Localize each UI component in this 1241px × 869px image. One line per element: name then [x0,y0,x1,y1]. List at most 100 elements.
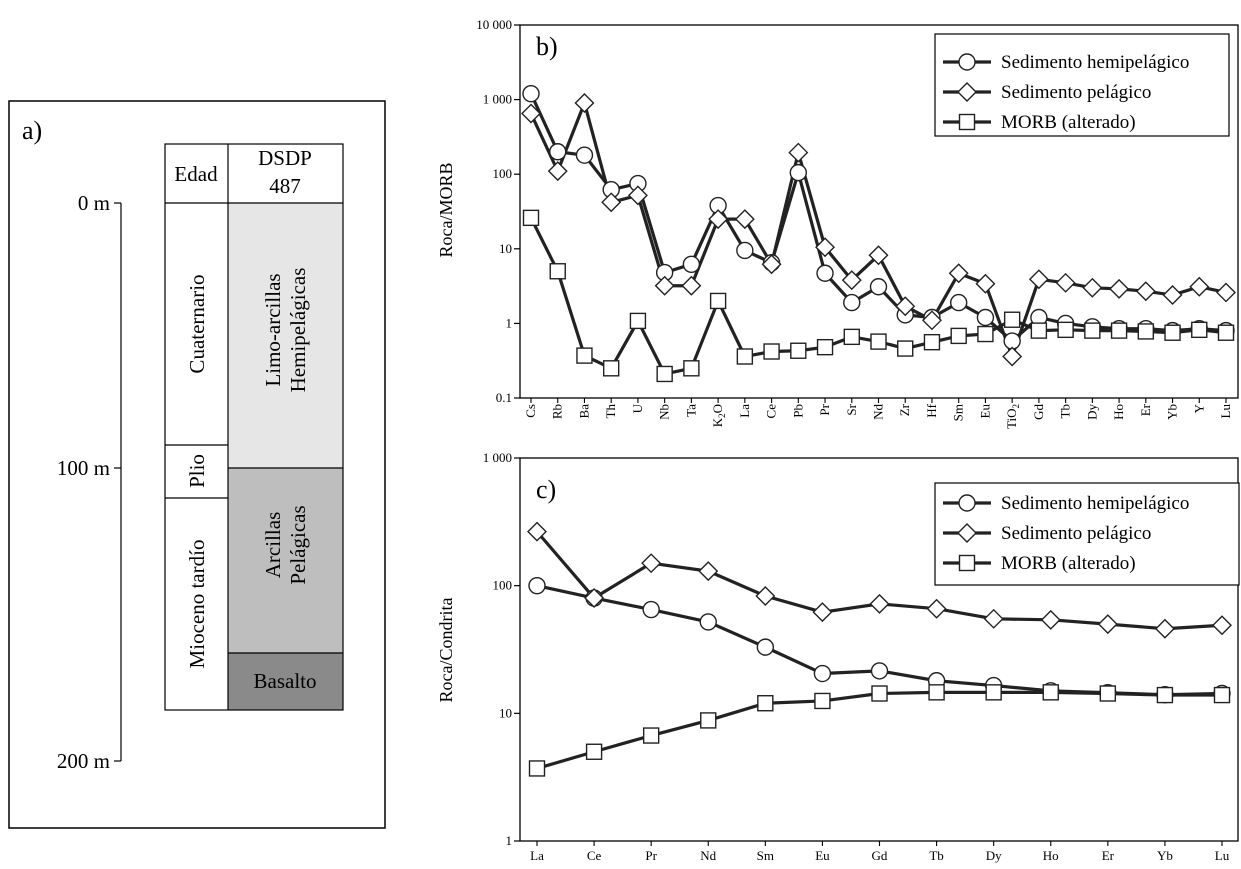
data-point [790,342,807,359]
plot-c-ylabel: Roca/Condrita [436,598,456,703]
unit-label-hemipelagic-1: Limo-arcillas [261,273,285,386]
data-point [841,270,862,291]
data-point [574,93,595,114]
data-point [585,743,603,760]
x-tick-label: Nb [657,404,672,420]
data-point [814,692,831,710]
legend-entry: MORB (alterado) [1001,553,1136,574]
legend-entry: Sedimento hemipelágico [1001,493,1189,514]
data-point [926,598,947,619]
data-point [708,209,729,230]
x-tick-label: Yb [1157,848,1173,863]
data-point [843,328,860,346]
data-point [1135,281,1156,302]
data-point [734,209,755,230]
data-point [528,760,546,777]
legend-marker [958,53,976,71]
age-mioceno: Mioceno tardío [185,540,209,669]
data-point [789,163,808,182]
data-point [1042,684,1059,701]
legend-marker [957,523,977,543]
y-tick-label: 1 000 [483,450,512,465]
data-point [521,103,541,124]
data-point [1137,323,1155,340]
data-point [1189,276,1210,297]
data-point [1099,685,1117,702]
x-tick-label: Ho [1111,404,1126,420]
x-tick-label: Dy [986,848,1002,863]
x-tick-label: Nd [700,848,716,863]
depth-label-0: 0 m [78,191,110,215]
data-point [950,327,967,345]
data-point [983,608,1004,629]
data-point [921,310,942,331]
data-point [576,347,593,364]
data-point [1057,321,1074,339]
y-tick-label: 1 [506,315,513,330]
data-point [1097,614,1118,635]
x-tick-label: Ba [576,404,591,419]
data-point [642,727,660,744]
panel-a-label: a) [22,116,42,145]
data-point [683,360,700,377]
data-point [755,586,776,606]
data-point [1109,278,1130,299]
data-point [757,695,774,712]
unit-label-pelagic-1: Arcillas [261,512,285,578]
plot-b-series [521,84,1236,383]
x-tick-label: Yb [1165,404,1180,420]
data-point [928,684,945,701]
panel-b: b) Roca/MORB 0.1 1 10 100 1 000 10 000 Cs Rb Ba… [436,17,1239,429]
x-tick-label: Gd [872,848,888,863]
data-point [528,576,546,595]
x-tick-label: La [530,848,544,863]
panel-c-label: c) [536,475,556,504]
x-tick-label: Er [1138,403,1153,416]
data-point [1191,321,1208,339]
data-point [923,333,941,351]
x-tick-label: Eu [977,404,992,419]
legend-entry: Sedimento pelágico [1001,82,1151,103]
data-point [1216,282,1236,303]
panel-c: c) Roca/Condrita 1 10 100 1 000 La Ce Pr Nd Sm E… [436,450,1240,863]
depth-label-200: 200 m [57,749,110,773]
data-point [681,275,702,296]
legend-b-box [934,33,1230,137]
x-tick-label: Pb [790,404,805,418]
data-point [522,209,540,227]
unit-label-pelagic-2: Pelágicas [286,505,310,584]
legend-marker [958,494,976,512]
data-point [977,325,994,343]
x-tick-label: Pr [645,848,657,863]
data-point [870,333,887,350]
x-tick-label: Ce [587,848,602,863]
data-point [522,84,540,103]
data-point [1162,285,1183,306]
plot-c-yticks: 1 10 100 1 000 [483,450,520,848]
unit-label-hemipelagic-2: Hemipelágicas [286,268,310,393]
legend-entry: Sedimento pelágico [1001,523,1151,544]
y-tick-label: 10 [499,241,512,256]
data-point [627,185,648,206]
depth-label-100: 100 m [57,456,110,480]
legend-entry: MORB (alterado) [1001,112,1136,133]
x-tick-label: TiO2 [1004,404,1021,429]
plot-c-legend: Sedimento hemipelágico Sedimento pelágico… [934,482,1240,586]
header-487: 487 [269,174,301,198]
x-tick-label: La [737,404,752,418]
x-tick-label: Sm [951,404,966,421]
unit-basalt [228,653,343,710]
data-point [948,263,969,284]
data-point [584,588,605,609]
data-point [1003,311,1021,328]
x-tick-label: Pr [817,403,832,415]
data-point [869,593,890,614]
y-tick-label: 1 [506,833,513,848]
x-tick-label: Sr [844,403,859,415]
data-point [843,293,861,312]
y-tick-label: 100 [493,578,513,593]
panel-b-label: b) [536,32,558,61]
legend-marker [958,113,976,131]
data-point [1028,269,1049,290]
